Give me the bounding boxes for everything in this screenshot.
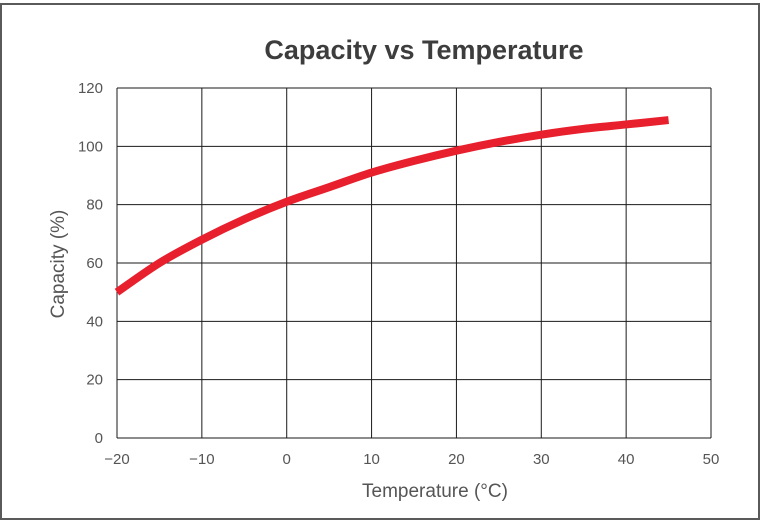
y-tick-label: 120	[78, 80, 103, 97]
x-tick-label: 50	[703, 451, 720, 468]
series-line-capacity	[114, 116, 669, 296]
x-axis-ticks: −20 −10 0 10 20 30 40 50	[104, 451, 719, 468]
y-tick-label: 100	[78, 138, 103, 155]
y-tick-label: 80	[86, 197, 103, 214]
x-tick-label: 10	[363, 451, 380, 468]
x-tick-label: 20	[448, 451, 465, 468]
x-tick-label: 0	[283, 451, 291, 468]
x-axis-label: Temperature (°C)	[362, 481, 508, 502]
y-axis-ticks: 0 20 40 60 80 100 120	[78, 80, 103, 447]
chart-frame	[0, 3, 760, 520]
y-tick-label: 60	[86, 255, 103, 272]
x-tick-label: −20	[104, 451, 129, 468]
grid	[116, 87, 712, 439]
series-group	[114, 116, 669, 296]
y-tick-label: 20	[86, 372, 103, 389]
x-tick-label: −10	[189, 451, 214, 468]
x-tick-label: 40	[618, 451, 635, 468]
x-tick-label: 30	[533, 451, 550, 468]
y-tick-label: 0	[95, 430, 103, 447]
y-tick-label: 40	[86, 313, 103, 330]
y-axis-label: Capacity (%)	[48, 210, 69, 319]
chart-title: Capacity vs Temperature	[264, 35, 583, 65]
